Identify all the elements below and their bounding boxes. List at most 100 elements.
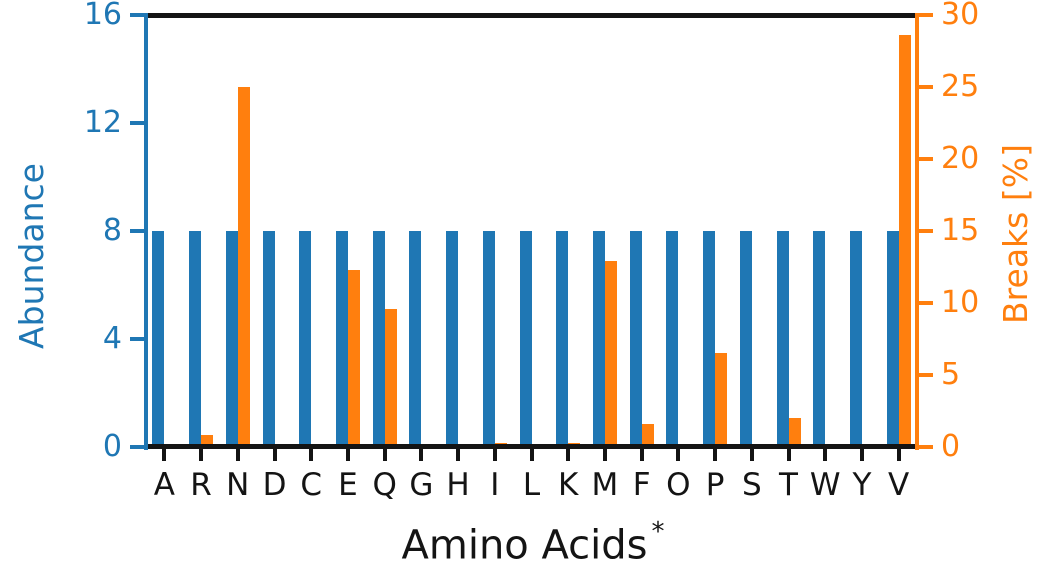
breaks-bar-Q: [384, 308, 397, 447]
x-tick-label-H: H: [446, 467, 470, 503]
abundance-bar-A: [152, 231, 165, 447]
abundance-bar-C: [299, 231, 312, 447]
abundance-bar-V: [886, 231, 899, 447]
x-tick-label-K: K: [558, 467, 579, 503]
x-tick-T: [786, 447, 791, 461]
right-tick-0: [917, 445, 933, 449]
x-tick-S: [749, 447, 754, 461]
breaks-bar-P: [715, 353, 728, 447]
breaks-bar-R: [201, 435, 214, 447]
right-tick-label-25: 25: [941, 69, 980, 104]
right-tick-label-5: 5: [941, 357, 961, 392]
x-axis-label-text: Amino Acids: [401, 522, 648, 566]
x-axis-footnote-marker: *: [651, 517, 665, 547]
x-tick-label-N: N: [226, 467, 250, 503]
breaks-bar-F: [641, 423, 654, 447]
abundance-bar-P: [703, 231, 716, 447]
breaks-bar-E: [347, 269, 360, 447]
x-tick-label-D: D: [262, 467, 287, 503]
left-tick-label-8: 8: [102, 213, 122, 248]
abundance-bar-R: [189, 231, 202, 447]
right-tick-20: [917, 157, 933, 161]
abundance-bar-Q: [372, 231, 385, 447]
top-spine: [144, 13, 919, 18]
x-tick-label-Q: Q: [372, 467, 397, 503]
left-spine: [144, 13, 148, 450]
right-tick-25: [917, 85, 933, 89]
left-tick-label-0: 0: [102, 429, 122, 464]
x-tick-label-M: M: [591, 467, 619, 503]
x-tick-E: [345, 447, 350, 461]
x-tick-C: [309, 447, 314, 461]
abundance-bar-K: [556, 231, 569, 447]
x-tick-label-G: G: [409, 467, 434, 503]
x-tick-F: [639, 447, 644, 461]
left-tick-12: [130, 121, 146, 125]
x-tick-label-Y: Y: [852, 467, 872, 503]
abundance-bar-G: [409, 231, 422, 447]
x-tick-label-S: S: [741, 467, 762, 503]
x-tick-W: [823, 447, 828, 461]
x-tick-G: [419, 447, 424, 461]
right-tick-30: [917, 13, 933, 17]
right-tick-5: [917, 373, 933, 377]
right-axis-label: Breaks [%]: [996, 144, 1035, 324]
x-tick-D: [272, 447, 277, 461]
abundance-bar-Y: [849, 231, 862, 447]
abundance-bar-D: [262, 231, 275, 447]
x-tick-O: [676, 447, 681, 461]
x-tick-label-C: C: [300, 467, 323, 503]
x-tick-label-R: R: [190, 467, 212, 503]
x-tick-V: [896, 447, 901, 461]
abundance-bar-L: [519, 231, 532, 447]
x-tick-Q: [382, 447, 387, 461]
left-tick-label-4: 4: [102, 321, 122, 356]
abundance-bar-T: [776, 231, 789, 447]
x-tick-Y: [859, 447, 864, 461]
x-tick-label-P: P: [705, 467, 725, 503]
x-tick-label-W: W: [809, 467, 841, 503]
abundance-bar-W: [813, 231, 826, 447]
x-tick-L: [529, 447, 534, 461]
right-tick-10: [917, 301, 933, 305]
x-tick-label-V: V: [888, 467, 910, 503]
right-spine: [915, 13, 919, 450]
left-tick-16: [130, 13, 146, 17]
x-tick-A: [162, 447, 167, 461]
abundance-bar-S: [739, 231, 752, 447]
abundance-bar-I: [482, 231, 495, 447]
left-tick-4: [130, 337, 146, 341]
breaks-bar-T: [788, 418, 801, 447]
right-tick-label-0: 0: [941, 429, 961, 464]
left-tick-label-12: 12: [83, 105, 122, 140]
right-tick-label-30: 30: [941, 0, 980, 32]
abundance-bar-O: [666, 231, 679, 447]
abundance-bar-M: [592, 231, 605, 447]
abundance-bar-E: [335, 231, 348, 447]
x-tick-P: [713, 447, 718, 461]
x-tick-H: [456, 447, 461, 461]
right-tick-label-15: 15: [941, 213, 980, 248]
bottom-spine: [144, 444, 919, 449]
x-tick-K: [566, 447, 571, 461]
x-axis-label: Amino Acids *: [331, 513, 731, 566]
right-tick-label-20: 20: [941, 141, 980, 176]
right-tick-label-10: 10: [941, 285, 980, 320]
abundance-bar-H: [446, 231, 459, 447]
x-tick-N: [235, 447, 240, 461]
x-tick-label-A: A: [153, 467, 175, 503]
x-tick-R: [199, 447, 204, 461]
x-tick-I: [492, 447, 497, 461]
x-tick-label-E: E: [338, 467, 358, 503]
x-tick-label-L: L: [522, 467, 541, 503]
left-tick-label-16: 16: [83, 0, 122, 32]
left-tick-8: [130, 229, 146, 233]
left-tick-0: [130, 445, 146, 449]
left-axis-label: Abundance: [12, 163, 51, 349]
x-tick-label-O: O: [666, 467, 691, 503]
breaks-bar-M: [604, 261, 617, 447]
breaks-bar-N: [237, 87, 250, 447]
abundance-bar-F: [629, 231, 642, 447]
x-tick-M: [602, 447, 607, 461]
